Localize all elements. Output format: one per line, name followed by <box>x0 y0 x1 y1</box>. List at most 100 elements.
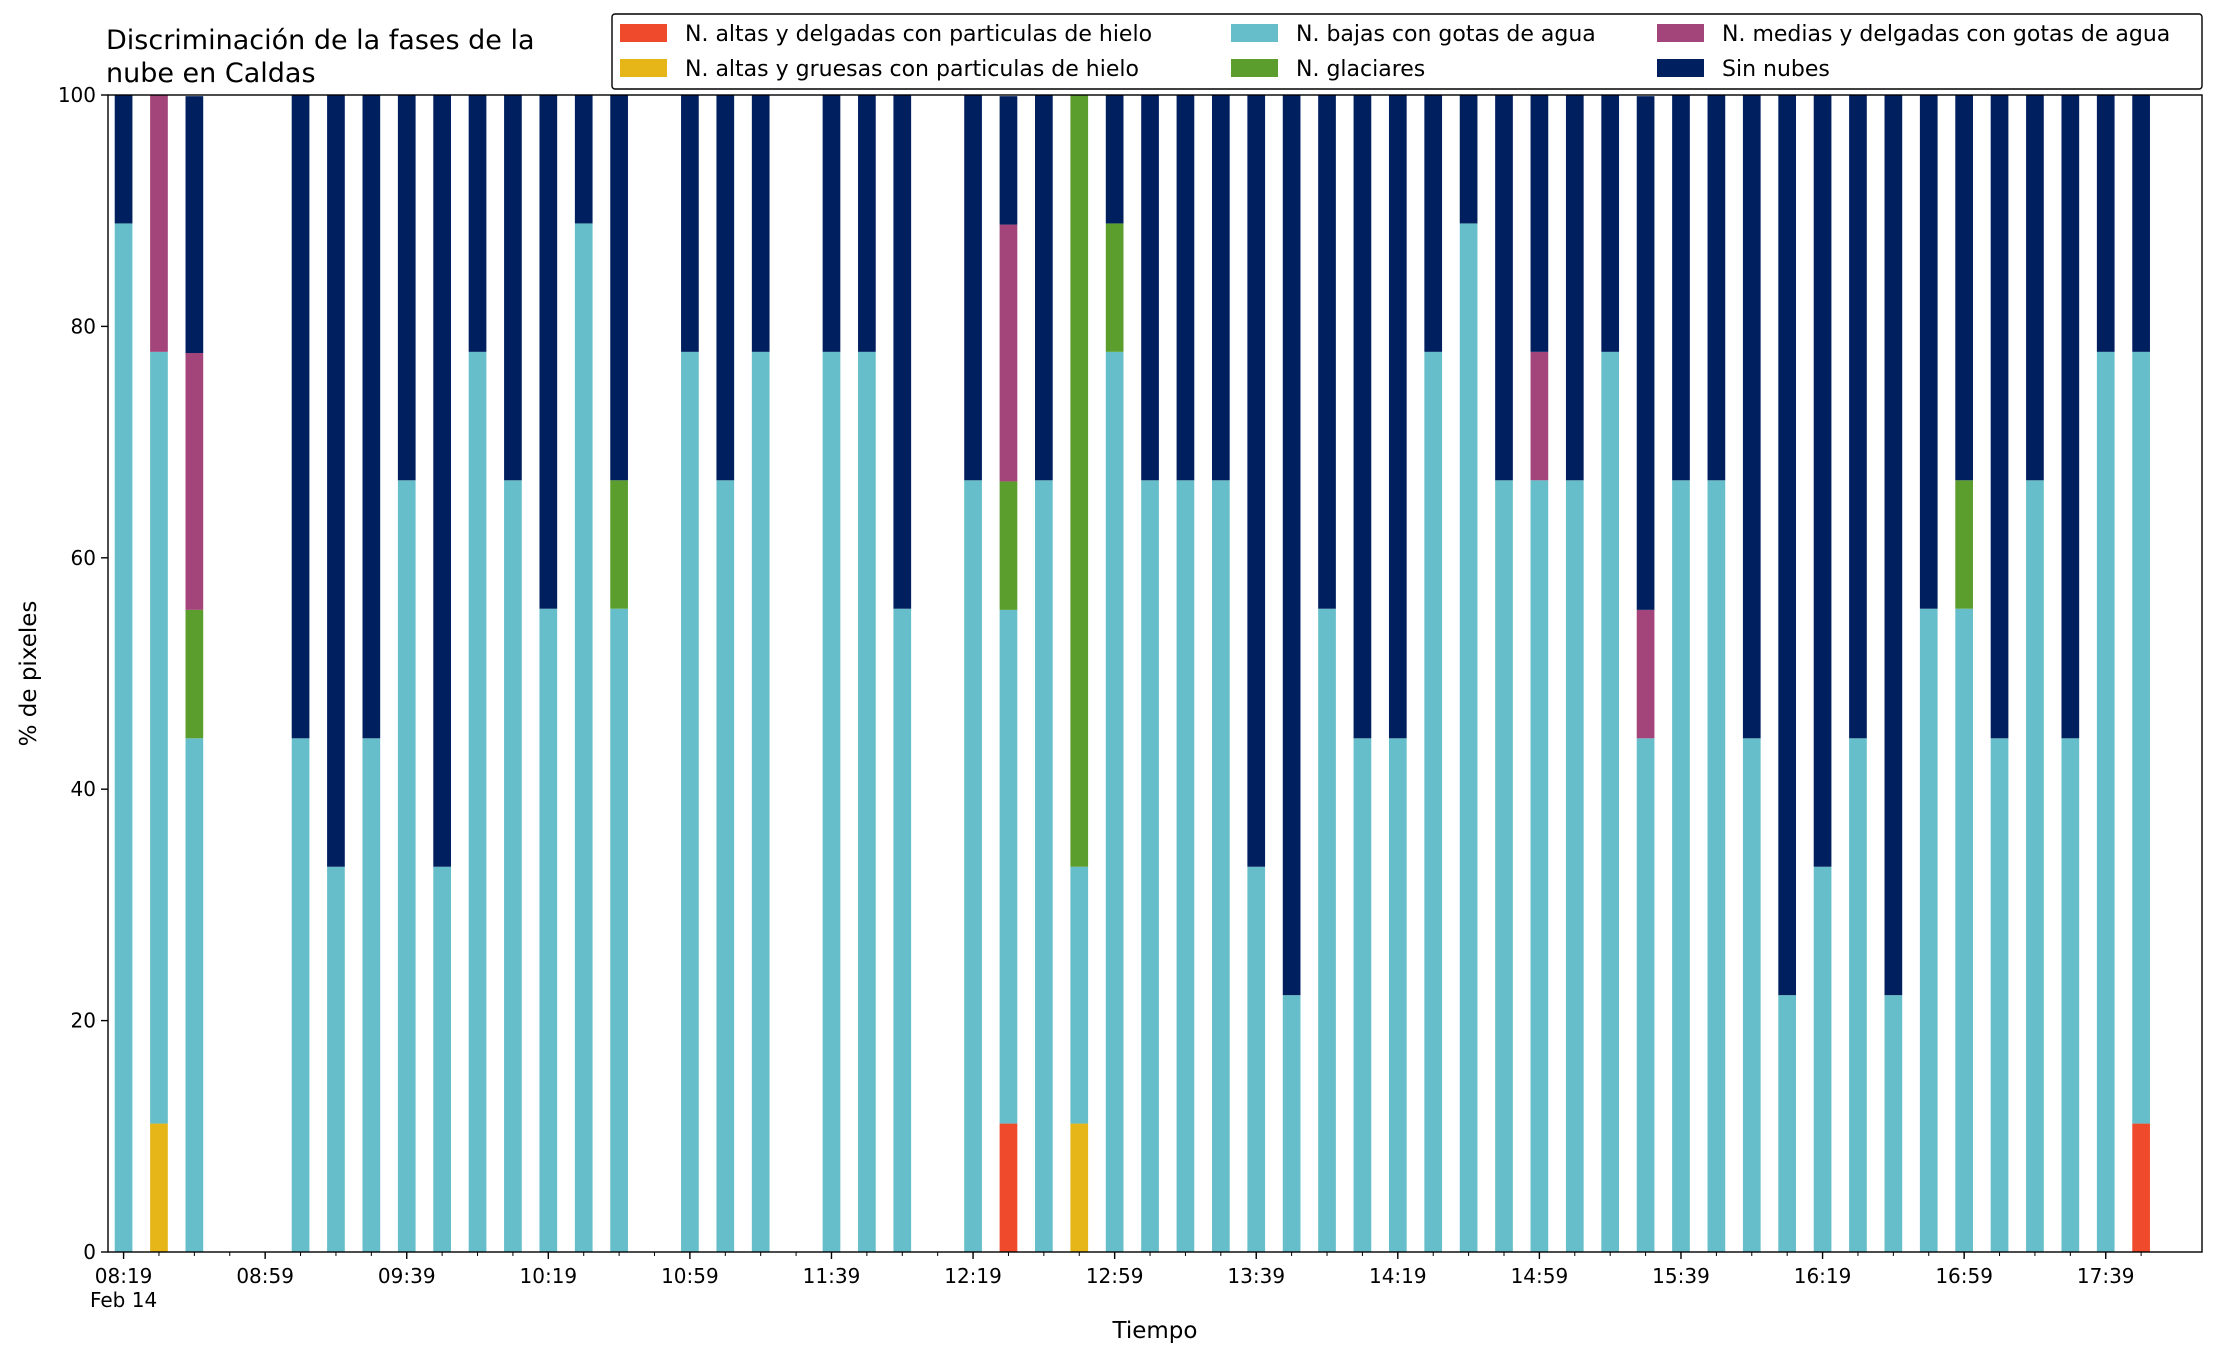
bar-segment <box>1318 95 1336 609</box>
bar-segment <box>2026 95 2044 481</box>
bar-segment <box>362 95 381 739</box>
bar-segment <box>858 95 876 352</box>
bar-segment <box>327 95 345 867</box>
bar-segment <box>1813 95 1832 867</box>
bar-segment <box>1990 95 2009 739</box>
bar-segment <box>1247 866 1266 1252</box>
bar-segment <box>999 609 1018 1124</box>
bar-segment <box>327 866 345 1252</box>
bar-segment <box>397 480 416 1252</box>
x-tick-label: 16:59 <box>1935 1264 1993 1288</box>
plot-frame <box>107 94 2203 1253</box>
x-tick-label: 08:19 <box>95 1264 153 1288</box>
bar-segment <box>1778 995 1797 1252</box>
bar-segment <box>1424 351 1443 1252</box>
x-tick-label: 16:19 <box>1794 1264 1852 1288</box>
bar-segment <box>539 95 558 609</box>
x-tick-label: 14:59 <box>1511 1264 1569 1288</box>
bar-segment <box>433 866 451 1252</box>
bar-segment <box>1459 223 1478 1252</box>
bar-segment <box>1105 223 1124 352</box>
bar-segment <box>716 480 735 1252</box>
bar-segment <box>1211 95 1230 481</box>
bar-segment <box>1105 95 1124 224</box>
x-tick-label: 10:59 <box>661 1264 719 1288</box>
bar-segment <box>114 95 133 224</box>
bar-segment <box>1955 608 1973 1252</box>
legend-swatch <box>1657 24 1704 42</box>
bar-segment <box>1672 95 1690 481</box>
bar-segment <box>1919 608 1938 1252</box>
x-tick-label: 09:39 <box>378 1264 436 1288</box>
bar-segment <box>1813 866 1832 1252</box>
bar-segment <box>1070 95 1089 867</box>
y-tick-label: 100 <box>58 83 96 107</box>
bar-segment <box>1849 738 1867 1252</box>
bar-segment <box>1742 738 1761 1252</box>
bar-segment <box>822 95 841 352</box>
legend-label: N. altas y delgadas con particulas de hi… <box>685 22 1152 47</box>
bar-segment <box>1884 95 1903 996</box>
legend-swatch <box>620 59 667 77</box>
legend-label: N. glaciares <box>1296 57 1425 82</box>
bar-segment <box>1707 480 1726 1252</box>
bar-segment <box>1105 351 1124 1252</box>
bar-segment <box>1707 95 1726 481</box>
legend-label: N. altas y gruesas con particulas de hie… <box>685 57 1139 82</box>
bar-segment <box>2061 95 2080 739</box>
bar-segment <box>185 353 204 610</box>
legend-label: Sin nubes <box>1722 57 1830 82</box>
bar-segment <box>1388 738 1407 1252</box>
bar-segment <box>999 1123 1018 1252</box>
bar-segment <box>1388 95 1407 739</box>
bar-segment <box>504 95 522 481</box>
bar-segment <box>433 95 451 867</box>
bar-segment <box>291 738 310 1252</box>
legend-label: N. bajas con gotas de agua <box>1296 22 1596 47</box>
bar-segment <box>1176 480 1195 1252</box>
y-tick-label: 80 <box>71 314 96 338</box>
bar-segment <box>1990 738 2009 1252</box>
y-tick-label: 0 <box>83 1240 96 1264</box>
x-tick-label: 10:19 <box>520 1264 578 1288</box>
bar-segment <box>1035 95 1053 481</box>
bar-segment <box>291 95 310 739</box>
bar-segment <box>999 481 1018 610</box>
bar-segment <box>185 738 204 1252</box>
bar-segment <box>858 351 876 1252</box>
legend-swatch <box>1231 24 1278 42</box>
bar-segment <box>1141 95 1159 481</box>
bar-segment <box>1141 480 1159 1252</box>
bar-segment <box>468 351 487 1252</box>
legend-swatch <box>1231 59 1278 77</box>
bar-segment <box>1955 95 1973 481</box>
bar-segment <box>751 95 770 352</box>
bar-segment <box>1530 480 1549 1252</box>
bar-segment <box>362 738 381 1252</box>
bar-segment <box>1176 95 1195 481</box>
bar-segment <box>1955 480 1973 609</box>
bar-segment <box>2132 95 2150 352</box>
bar-segment <box>1035 480 1053 1252</box>
bar-segment <box>1459 95 1478 224</box>
bar-segment <box>822 351 841 1252</box>
x-axis-label: Tiempo <box>1112 1318 1198 1344</box>
bar-segment <box>1742 95 1761 739</box>
bar-segment <box>1601 351 1620 1252</box>
legend-swatch <box>620 24 667 42</box>
x-tick-label: 15:39 <box>1652 1264 1710 1288</box>
bar-segment <box>1211 480 1230 1252</box>
bar-segment <box>681 95 699 352</box>
bar-segment <box>574 95 593 224</box>
x-tick-label: 11:39 <box>803 1264 861 1288</box>
bar-segment <box>1282 95 1301 996</box>
x-tick-label: 13:39 <box>1227 1264 1285 1288</box>
y-tick-label: 40 <box>71 777 96 801</box>
bar-segment <box>2132 1123 2150 1252</box>
bar-segment <box>504 480 522 1252</box>
bar-segment <box>185 609 204 739</box>
bar-segment <box>150 95 168 352</box>
bar-segment <box>1282 995 1301 1252</box>
